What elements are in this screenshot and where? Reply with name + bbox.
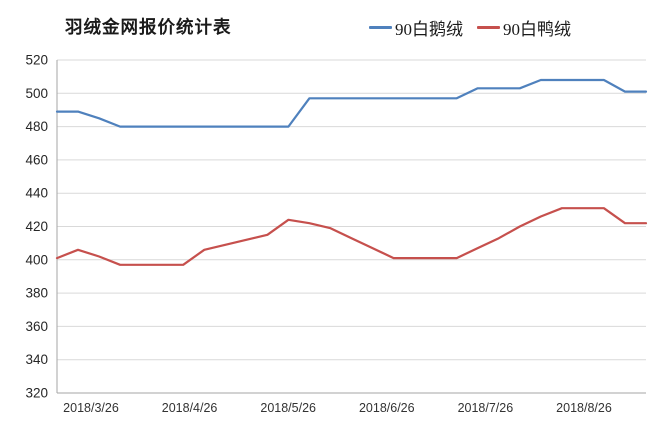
x-axis-label: 2018/5/26 <box>260 401 316 415</box>
legend-line-swatch-icon <box>369 26 392 29</box>
y-axis-label: 520 <box>25 53 48 68</box>
y-axis-label: 420 <box>25 219 48 234</box>
legend-item-0: 90白鹅绒 <box>369 15 463 40</box>
legend-line-swatch-icon <box>477 26 500 29</box>
series-line-1 <box>55 207 648 266</box>
y-axis-label: 360 <box>25 319 48 334</box>
y-axis-label: 320 <box>25 386 48 401</box>
y-axis-label: 380 <box>25 286 48 301</box>
y-axis-label: 480 <box>25 119 48 134</box>
chart-title: 羽绒金网报价统计表 <box>65 17 232 37</box>
legend-label: 90白鹅绒 <box>395 20 463 39</box>
x-axis-label: 2018/8/26 <box>556 401 612 415</box>
y-axis-label: 400 <box>25 252 48 267</box>
series-line-0 <box>55 78 648 128</box>
x-axis-label: 2018/3/26 <box>63 401 119 415</box>
x-axis-label: 2018/4/26 <box>162 401 218 415</box>
x-axis-label: 2018/6/26 <box>359 401 415 415</box>
y-axis-label: 460 <box>25 152 48 167</box>
y-axis-label: 440 <box>25 186 48 201</box>
y-axis-label: 340 <box>25 352 48 367</box>
legend-label: 90白鸭绒 <box>503 20 571 39</box>
x-axis-label: 2018/7/26 <box>458 401 514 415</box>
y-axis-label: 500 <box>25 86 48 101</box>
legend-item-1: 90白鸭绒 <box>477 15 571 40</box>
legend: 90白鹅绒 90白鸭绒 <box>369 15 571 40</box>
